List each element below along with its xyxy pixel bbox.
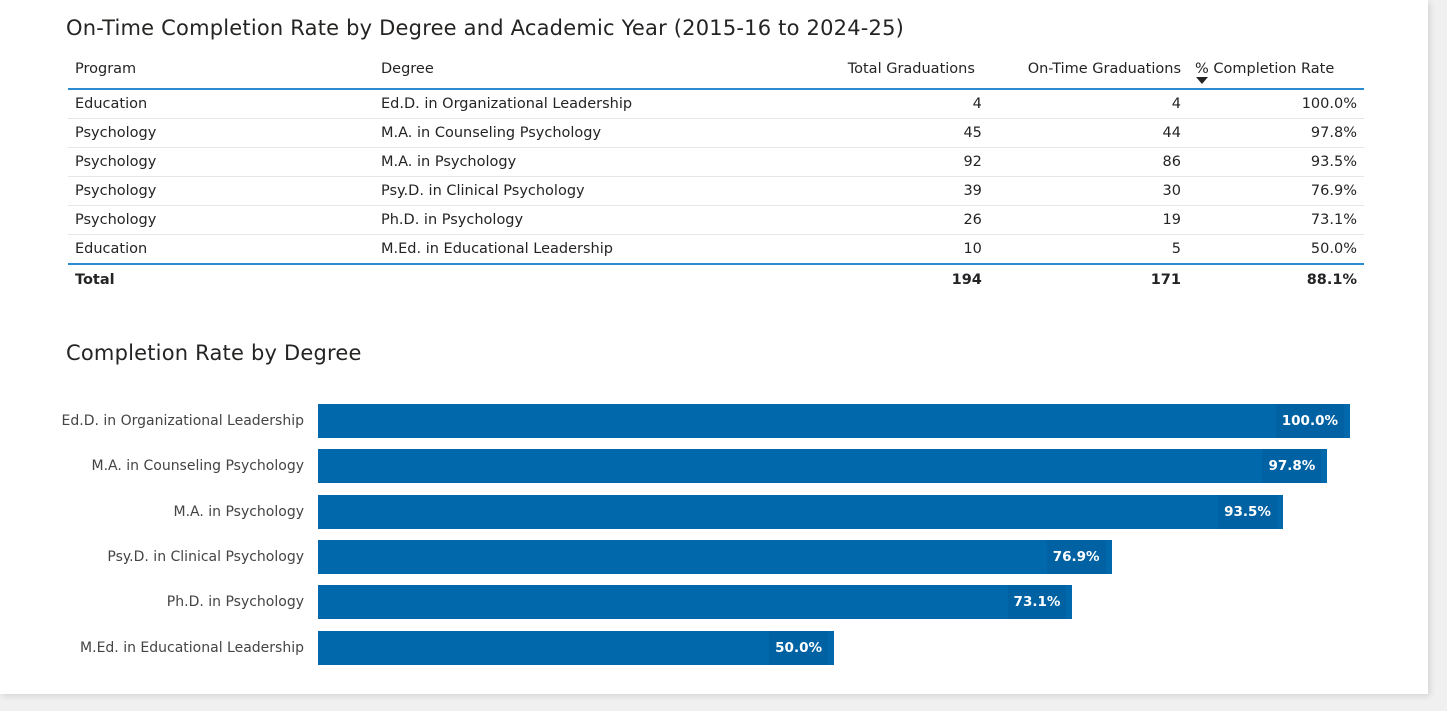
- column-header[interactable]: Total Graduations: [808, 50, 982, 90]
- sort-descending-icon[interactable]: [1196, 77, 1208, 84]
- table-cell: 76.9%: [1188, 176, 1364, 206]
- table-row[interactable]: Psychology Ph.D. in Psychology 26 19 73.1%: [68, 205, 1364, 235]
- column-header[interactable]: Program: [68, 50, 374, 90]
- total-row: Total 194 171 88.1%: [68, 263, 1364, 295]
- total-cell: Total: [68, 263, 374, 295]
- table-cell: M.A. in Counseling Psychology: [374, 118, 808, 148]
- data-label: 76.9%: [1046, 539, 1106, 574]
- table-cell: 93.5%: [1188, 147, 1364, 177]
- table-cell: Education: [68, 89, 374, 119]
- total-cell: [374, 263, 808, 295]
- table-cell: 5: [981, 234, 1188, 265]
- data-label: 100.0%: [1275, 404, 1344, 438]
- bar[interactable]: 97.8%: [318, 449, 1328, 484]
- column-header-label: % Completion Rate: [1195, 61, 1335, 77]
- table-cell: Education: [68, 234, 374, 265]
- table-cell: Psychology: [68, 147, 374, 177]
- table-title: On-Time Completion Rate by Degree and Ac…: [66, 16, 905, 40]
- table-cell: 50.0%: [1188, 234, 1364, 265]
- table-row[interactable]: Psychology M.A. in Counseling Psychology 4…: [68, 118, 1364, 148]
- table-cell: 73.1%: [1188, 205, 1364, 235]
- total-cell: 194: [808, 263, 982, 295]
- total-cell: 88.1%: [1188, 263, 1364, 295]
- report-card: On-Time Completion Rate by Degree and Ac…: [0, 0, 1428, 694]
- table-cell: 10: [808, 234, 982, 265]
- table-cell: 4: [808, 89, 982, 119]
- category-label: M.Ed. in Educational Leadership: [80, 639, 304, 656]
- table-cell: Psychology: [68, 118, 374, 148]
- table-cell: 30: [981, 176, 1188, 206]
- chart-title: Completion Rate by Degree: [66, 341, 362, 365]
- table-row[interactable]: Education Ed.D. in Organizational Leaders…: [68, 89, 1364, 119]
- table-cell: 39: [808, 176, 982, 206]
- table-cell: 4: [981, 89, 1188, 119]
- table-cell: 97.8%: [1188, 118, 1364, 148]
- table-cell: Ed.D. in Organizational Leadership: [374, 89, 808, 119]
- table-cell: 100.0%: [1188, 89, 1364, 119]
- column-header[interactable]: Degree: [374, 50, 808, 90]
- table-cell: Psychology: [68, 205, 374, 235]
- category-label: Psy.D. in Clinical Psychology: [107, 548, 304, 565]
- table-cell: 26: [808, 205, 982, 235]
- table-cell: 19: [981, 205, 1188, 235]
- table-cell: 44: [981, 118, 1188, 148]
- data-label: 97.8%: [1262, 449, 1322, 484]
- data-label: 50.0%: [769, 630, 828, 665]
- bar[interactable]: 73.1%: [318, 585, 1073, 620]
- table-row[interactable]: Psychology M.A. in Psychology 92 86 93.5%: [68, 147, 1364, 177]
- bar[interactable]: 93.5%: [318, 494, 1283, 529]
- table-cell: Psychology: [68, 176, 374, 206]
- category-label: Ph.D. in Psychology: [166, 594, 304, 611]
- column-header[interactable]: % Completion Rate: [1188, 50, 1364, 90]
- total-cell: 171: [981, 263, 1188, 295]
- table-cell: Psy.D. in Clinical Psychology: [374, 176, 808, 206]
- bar[interactable]: 100.0%: [318, 404, 1350, 438]
- bar[interactable]: 50.0%: [318, 630, 834, 665]
- data-label: 93.5%: [1218, 494, 1277, 529]
- bar[interactable]: 76.9%: [318, 539, 1112, 574]
- table-row[interactable]: Psychology Psy.D. in Clinical Psychology 3…: [68, 176, 1364, 206]
- table-cell: 92: [808, 147, 982, 177]
- category-label: M.A. in Counseling Psychology: [91, 458, 305, 475]
- table-cell: M.A. in Psychology: [374, 147, 808, 177]
- column-header[interactable]: On-Time Graduations: [981, 50, 1188, 90]
- table-cell: 45: [808, 118, 982, 148]
- table-cell: 86: [981, 147, 1188, 177]
- bar-chart: Ed.D. in Organizational Leadership 100.0%…: [0, 390, 1428, 680]
- table-row[interactable]: Education M.Ed. in Educational Leadership…: [68, 234, 1364, 265]
- completion-table: Program Degree Total Graduations On-Time Gr…: [68, 50, 1364, 295]
- data-label: 73.1%: [1007, 585, 1067, 620]
- category-label: M.A. in Psychology: [173, 503, 304, 520]
- table-cell: M.Ed. in Educational Leadership: [374, 234, 808, 265]
- category-label: Ed.D. in Organizational Leadership: [61, 413, 304, 429]
- table-cell: Ph.D. in Psychology: [374, 205, 808, 235]
